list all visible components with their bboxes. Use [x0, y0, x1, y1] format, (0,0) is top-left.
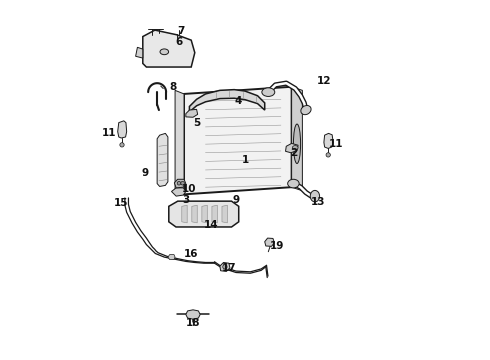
Text: 14: 14: [204, 220, 218, 230]
Text: 17: 17: [221, 263, 236, 273]
Ellipse shape: [310, 190, 319, 202]
Polygon shape: [169, 201, 239, 227]
Polygon shape: [182, 205, 187, 223]
Polygon shape: [143, 30, 195, 67]
Ellipse shape: [301, 105, 311, 115]
Polygon shape: [292, 87, 302, 191]
Text: 13: 13: [311, 197, 326, 207]
Polygon shape: [222, 205, 227, 223]
Ellipse shape: [262, 88, 275, 96]
Ellipse shape: [160, 49, 169, 55]
Polygon shape: [172, 188, 186, 196]
Polygon shape: [186, 109, 197, 117]
Polygon shape: [286, 143, 298, 153]
Text: 4: 4: [234, 96, 242, 106]
Text: 6: 6: [175, 37, 182, 47]
Polygon shape: [202, 205, 207, 223]
Text: 9: 9: [232, 195, 240, 205]
Polygon shape: [190, 90, 265, 112]
Ellipse shape: [120, 143, 124, 147]
Text: 1: 1: [242, 155, 248, 165]
Text: 18: 18: [186, 319, 200, 328]
Polygon shape: [184, 87, 292, 194]
Ellipse shape: [223, 265, 227, 269]
Text: 8: 8: [170, 82, 177, 92]
Text: 2: 2: [290, 148, 297, 158]
Ellipse shape: [181, 181, 184, 185]
Text: 15: 15: [114, 198, 128, 208]
Text: 12: 12: [317, 76, 331, 86]
Ellipse shape: [288, 179, 299, 188]
Polygon shape: [175, 90, 184, 194]
Text: 3: 3: [182, 195, 190, 205]
Ellipse shape: [293, 145, 298, 150]
Text: 19: 19: [270, 241, 285, 251]
Ellipse shape: [326, 153, 330, 157]
Polygon shape: [212, 205, 217, 223]
Polygon shape: [324, 134, 333, 148]
Text: 11: 11: [329, 139, 343, 149]
Polygon shape: [220, 262, 230, 271]
Polygon shape: [186, 310, 200, 319]
Text: 9: 9: [141, 168, 148, 178]
Polygon shape: [118, 121, 126, 138]
Text: 7: 7: [177, 26, 184, 36]
Text: 5: 5: [193, 118, 200, 128]
Text: 16: 16: [184, 248, 198, 258]
Text: 10: 10: [182, 184, 196, 194]
Polygon shape: [265, 238, 274, 246]
Polygon shape: [157, 134, 168, 186]
Polygon shape: [168, 255, 175, 260]
Text: 11: 11: [101, 129, 116, 138]
Polygon shape: [136, 47, 143, 58]
Polygon shape: [192, 205, 197, 223]
Ellipse shape: [294, 124, 300, 163]
Ellipse shape: [177, 181, 181, 185]
Polygon shape: [174, 179, 186, 188]
